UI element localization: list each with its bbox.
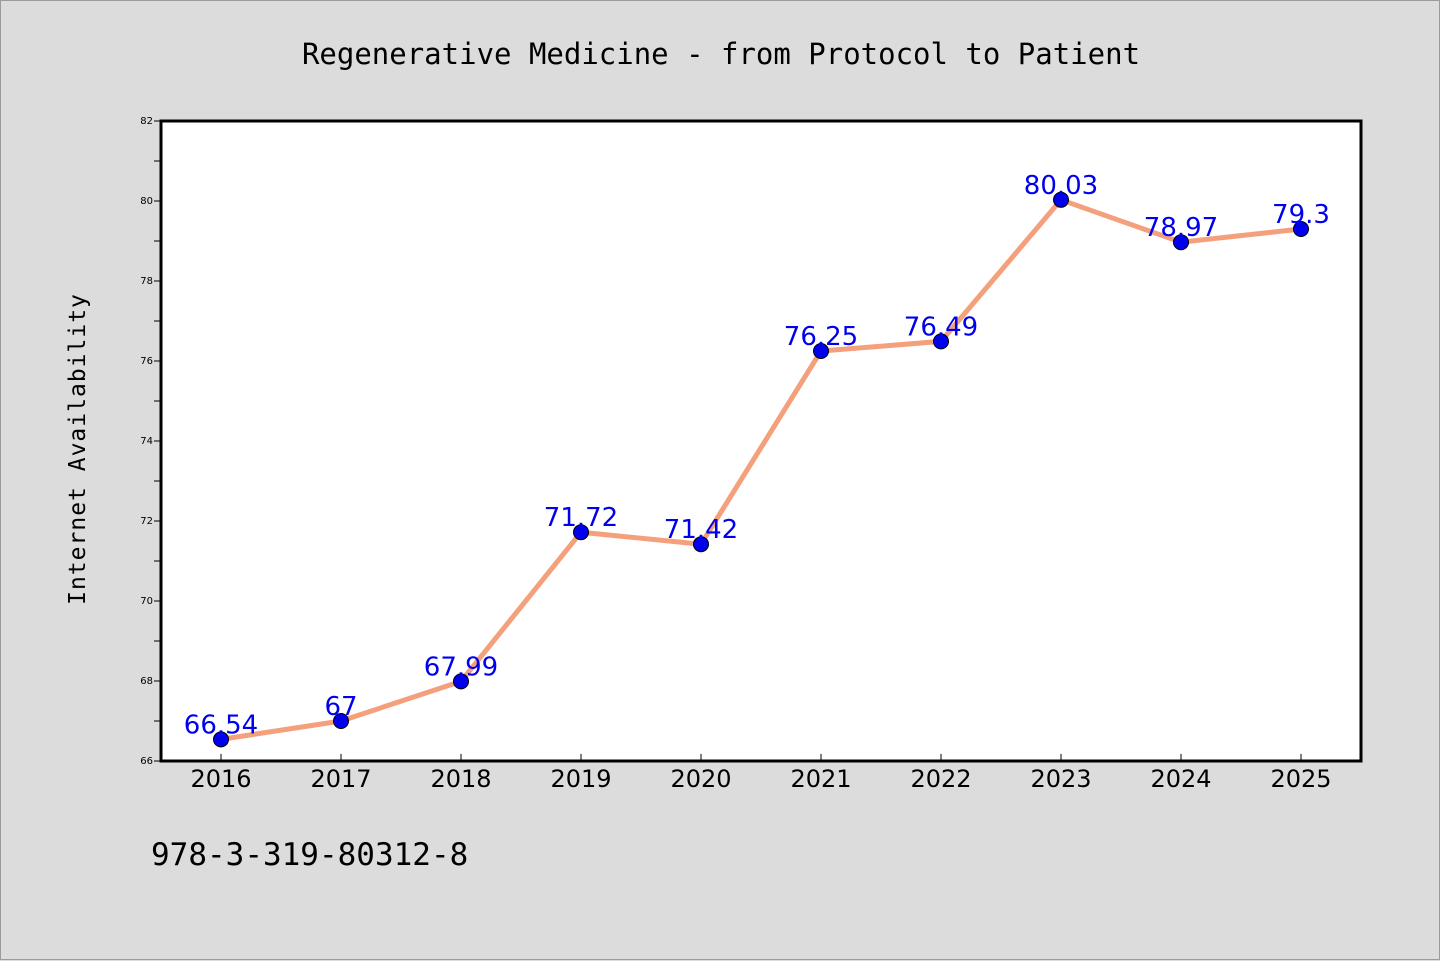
- data-label-layer: 66.54 67 67.99 71.72 71.42 76.25 76.49 80.03 78.…: [184, 171, 1330, 741]
- y-tick-label: 82: [140, 116, 153, 127]
- y-tick-label: 80: [140, 196, 153, 207]
- y-axis: 66 68 70 72 74 76 78 80 82: [140, 116, 161, 767]
- data-label: 76.49: [904, 312, 978, 342]
- series-line: [220, 197, 1302, 742]
- data-label: 79.3: [1272, 200, 1330, 230]
- y-tick-label: 70: [140, 596, 153, 607]
- series-layer: [213, 191, 1309, 748]
- data-label: 76.25: [784, 322, 858, 352]
- data-point: [1173, 234, 1189, 251]
- y-axis-label: Internet Availability: [65, 293, 91, 605]
- x-tick-label: 2020: [670, 765, 731, 793]
- data-point: [693, 536, 709, 553]
- data-label: 80.03: [1024, 171, 1098, 201]
- x-tick-label: 2017: [310, 765, 371, 793]
- x-tick-label: 2018: [430, 765, 491, 793]
- x-tick-label: 2019: [550, 765, 611, 793]
- x-axis: 2016 2017 2018 2019 2020 2021 2022 2023 2024 2025: [190, 754, 1332, 793]
- y-tick-label: 76: [140, 356, 153, 367]
- x-tick-label: 2016: [190, 765, 251, 793]
- y-tick-label: 72: [140, 516, 153, 527]
- data-label: 71.42: [664, 515, 738, 545]
- data-point: [1293, 221, 1309, 237]
- data-label: 67.99: [424, 652, 498, 682]
- data-point: [933, 333, 949, 350]
- x-tick-label: 2025: [1270, 765, 1331, 793]
- x-tick-label: 2024: [1150, 765, 1211, 793]
- chart-title: Regenerative Medicine - from Protocol to…: [302, 37, 1140, 71]
- y-tick-label: 66: [140, 756, 153, 767]
- y-tick-label: 68: [140, 676, 153, 687]
- data-label: 71.72: [544, 503, 618, 533]
- x-tick-label: 2022: [910, 765, 971, 793]
- data-point: [1053, 191, 1069, 208]
- data-point: [813, 343, 829, 359]
- y-tick-label: 74: [140, 436, 153, 447]
- data-label: 66.54: [184, 710, 258, 740]
- data-label: 78.97: [1144, 213, 1218, 243]
- data-point: [573, 524, 589, 541]
- x-tick-label: 2021: [790, 765, 851, 793]
- data-label: 67: [324, 692, 357, 722]
- y-tick-label: 78: [140, 276, 153, 287]
- data-point: [333, 713, 349, 729]
- data-point: [453, 673, 469, 690]
- plot-area: [159, 119, 1363, 763]
- data-point: [213, 731, 229, 748]
- x-tick-label: 2023: [1030, 765, 1091, 793]
- isbn-text: 978-3-319-80312-8: [151, 837, 468, 873]
